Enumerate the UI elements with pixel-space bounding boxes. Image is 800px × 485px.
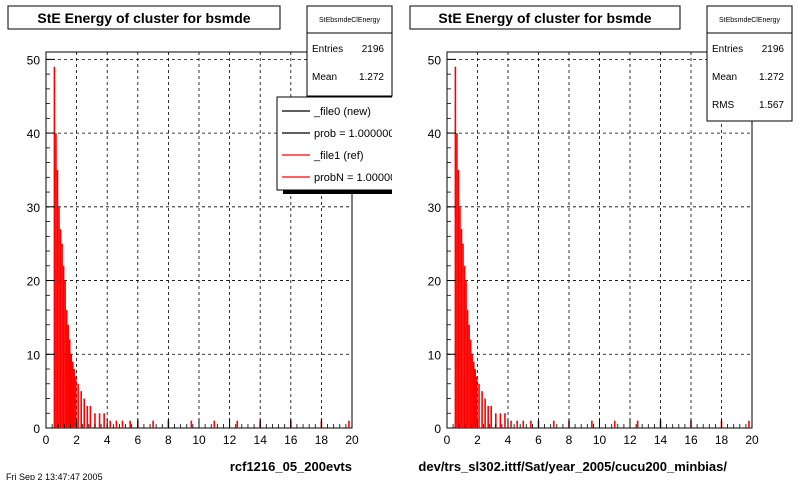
left-histogram-bars — [53, 66, 350, 428]
left-chart-title: StE Energy of cluster for bsmde — [37, 10, 250, 26]
left-x-tick-label: 16 — [284, 433, 298, 447]
right-stats-name: StEbsmdeClEnergy — [719, 17, 781, 24]
right-title-box — [409, 5, 681, 30]
right-x-tick-label: 20 — [745, 433, 759, 447]
left-axis-ticks: 0 2 4 6 8 10 12 14 16 18 20 0 10 20 30 40 50 — [27, 53, 359, 447]
right-x-tick-label: 6 — [535, 433, 542, 447]
left-y-tick-label: 10 — [27, 348, 41, 362]
left-title-box — [7, 5, 281, 30]
left-y-tick-label: 40 — [27, 127, 41, 141]
right-stats-entries-value: 2196 — [762, 44, 785, 55]
left-stats-mean-value: 1.272 — [359, 72, 384, 83]
right-y-tick-label: 0 — [434, 422, 441, 436]
left-stats-name: StEbsmdeClEnergy — [319, 17, 381, 24]
left-x-axis-label: rcf1216_05_200evts — [230, 459, 352, 474]
right-stats-mean-label: Mean — [712, 72, 737, 83]
left-x-tick-label: 14 — [254, 433, 268, 447]
left-x-tick-label: 0 — [43, 433, 50, 447]
left-stats-box: StEbsmdeClEnergy Entries 2196 Mean 1.272 — [306, 5, 393, 97]
right-stats-entries-label: Entries — [712, 44, 743, 55]
right-x-tick-label: 8 — [566, 433, 573, 447]
left-x-tick-label: 10 — [192, 433, 206, 447]
legend-label: _file1 (ref) — [313, 150, 364, 162]
right-stats-rms-label: RMS — [712, 100, 735, 111]
legend-label: _file0 (new) — [313, 106, 371, 118]
right-y-tick-label: 10 — [428, 348, 442, 362]
left-y-tick-label: 0 — [33, 422, 40, 436]
right-axis-ticks: 0 2 4 6 8 10 12 14 16 18 20 0 10 20 30 40 50 — [428, 53, 759, 447]
right-stats-box: StEbsmdeClEnergy Entries 2196 Mean 1.272… — [706, 5, 793, 122]
right-x-axis-label: dev/trs_sl302.ittf/Sat/year_2005/cucu200… — [418, 459, 727, 474]
right-y-tick-label: 30 — [428, 201, 442, 215]
left-histogram-pad: StE Energy of cluster for bsmde 0 2 4 6 8 10 1… — [7, 5, 402, 474]
left-stats-entries-value: 2196 — [362, 44, 385, 55]
legend-label: prob = 1.000000 — [314, 128, 394, 140]
right-x-tick-label: 18 — [715, 433, 729, 447]
left-x-tick-label: 4 — [104, 433, 111, 447]
right-chart-title: StE Energy of cluster for bsmde — [438, 10, 651, 26]
right-x-tick-label: 14 — [654, 433, 668, 447]
left-x-tick-label: 20 — [345, 433, 359, 447]
left-x-tick-label: 2 — [73, 433, 80, 447]
right-histogram-bars — [454, 66, 750, 428]
left-x-tick-label: 6 — [134, 433, 141, 447]
left-y-tick-label: 30 — [27, 201, 41, 215]
footer-timestamp: Fri Sep 2 13:47:47 2005 — [6, 472, 103, 480]
right-x-tick-label: 0 — [444, 433, 451, 447]
right-grid — [447, 52, 752, 428]
right-x-tick-label: 2 — [474, 433, 481, 447]
right-y-tick-label: 20 — [428, 275, 442, 289]
right-y-tick-label: 40 — [428, 127, 442, 141]
right-stats-mean-value: 1.272 — [759, 72, 784, 83]
right-x-tick-label: 12 — [623, 433, 637, 447]
left-x-tick-label: 12 — [223, 433, 237, 447]
left-x-tick-label: 18 — [315, 433, 329, 447]
right-x-tick-label: 4 — [505, 433, 512, 447]
right-x-tick-label: 10 — [593, 433, 607, 447]
left-y-tick-label: 50 — [27, 53, 41, 67]
right-stats-rms-value: 1.567 — [759, 100, 784, 111]
right-histogram-pad: StE Energy of cluster for bsmde 0 2 4 6 8 10 1… — [409, 5, 793, 474]
left-stats-entries-label: Entries — [312, 44, 343, 55]
right-x-tick-label: 16 — [684, 433, 698, 447]
left-legend: _file0 (new) prob = 1.000000 _file1 (ref) p… — [276, 96, 402, 194]
left-stats-mean-label: Mean — [312, 72, 337, 83]
right-y-tick-label: 50 — [428, 53, 442, 67]
left-x-tick-label: 8 — [165, 433, 172, 447]
legend-label: probN = 1.000000 — [314, 172, 402, 184]
left-y-tick-label: 20 — [27, 275, 41, 289]
